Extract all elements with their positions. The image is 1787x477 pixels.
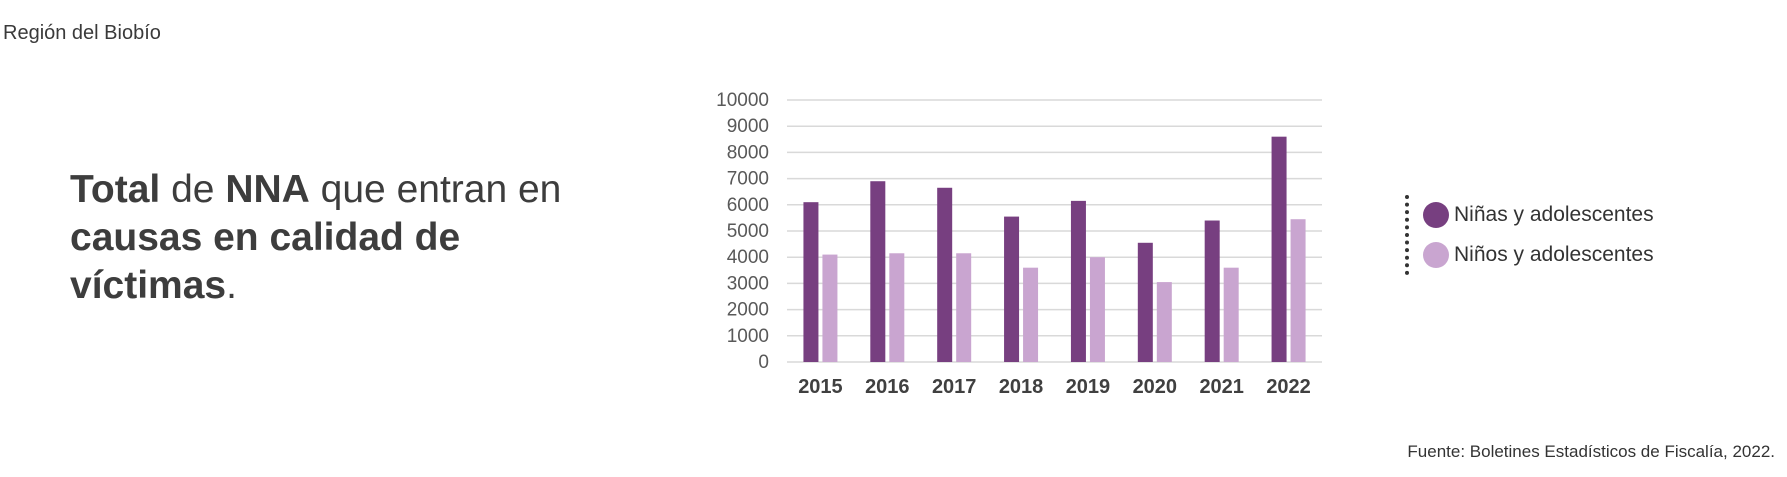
y-tick-label: 3000: [727, 273, 769, 294]
y-tick-label: 1000: [727, 326, 769, 347]
bar-ninas-2022: [1271, 136, 1287, 362]
bar-ninas-2019: [1070, 200, 1086, 362]
bar-ninas-2021: [1204, 220, 1220, 362]
x-tick-label: 2015: [798, 376, 843, 398]
headline-total: Total: [70, 168, 161, 211]
bar-ninos-2016: [889, 253, 905, 362]
y-tick-label: 8000: [727, 142, 769, 163]
headline-period: .: [226, 264, 237, 307]
y-tick-label: 7000: [727, 169, 769, 190]
x-tick-label: 2017: [932, 376, 977, 398]
bar-ninos-2020: [1156, 282, 1172, 362]
chart-legend: Niñas y adolescentes Niños y adolescente…: [1405, 195, 1654, 275]
bar-ninos-2017: [956, 253, 972, 362]
chart-headline: Total de NNA que entran en causas en cal…: [70, 166, 630, 310]
y-tick-label: 6000: [727, 195, 769, 216]
bar-ninas-2015: [803, 202, 819, 362]
bar-chart: 0 1000 2000 3000 4000 5000 6000 7000 8000 9000 100…: [716, 90, 1322, 398]
headline-de: de: [160, 168, 226, 211]
legend-swatch-ninas: [1423, 202, 1449, 228]
x-tick-label: 2021: [1199, 376, 1244, 398]
bar-ninos-2021: [1223, 267, 1239, 362]
bar-ninos-2019: [1089, 257, 1105, 362]
bar-ninos-2018: [1023, 267, 1039, 362]
headline-causas: causas en calidad de víctimas: [70, 216, 461, 307]
headline-nna: NNA: [225, 168, 310, 211]
x-tick-label: 2022: [1266, 376, 1311, 398]
headline-que-entran: que entran en: [309, 168, 562, 211]
legend-label-ninas: Niñas y adolescentes: [1454, 203, 1654, 226]
bar-ninas-2020: [1137, 242, 1153, 362]
bar-ninas-2018: [1004, 216, 1020, 362]
x-tick-label: 2016: [865, 376, 910, 398]
bar-ninas-2017: [937, 187, 953, 362]
y-tick-label: 5000: [727, 221, 769, 242]
x-tick-label: 2018: [999, 376, 1044, 398]
source-note: Fuente: Boletines Estadísticos de Fiscal…: [1407, 442, 1775, 461]
y-tick-label: 2000: [727, 300, 769, 321]
y-tick-label: 0: [758, 352, 769, 373]
bar-ninos-2015: [822, 254, 838, 362]
bar-ninos-2022: [1290, 219, 1306, 362]
y-tick-label: 10000: [716, 90, 769, 111]
bar-ninas-2016: [870, 181, 886, 362]
y-tick-label: 9000: [727, 116, 769, 137]
x-tick-label: 2019: [1066, 376, 1111, 398]
region-label: Región del Biobío: [3, 22, 161, 44]
legend-item-ninas: Niñas y adolescentes: [1423, 195, 1654, 235]
x-tick-label: 2020: [1133, 376, 1178, 398]
legend-item-ninos: Niños y adolescentes: [1423, 235, 1654, 275]
y-tick-label: 4000: [727, 247, 769, 268]
legend-label-ninos: Niños y adolescentes: [1454, 243, 1654, 266]
legend-swatch-ninos: [1423, 242, 1449, 268]
